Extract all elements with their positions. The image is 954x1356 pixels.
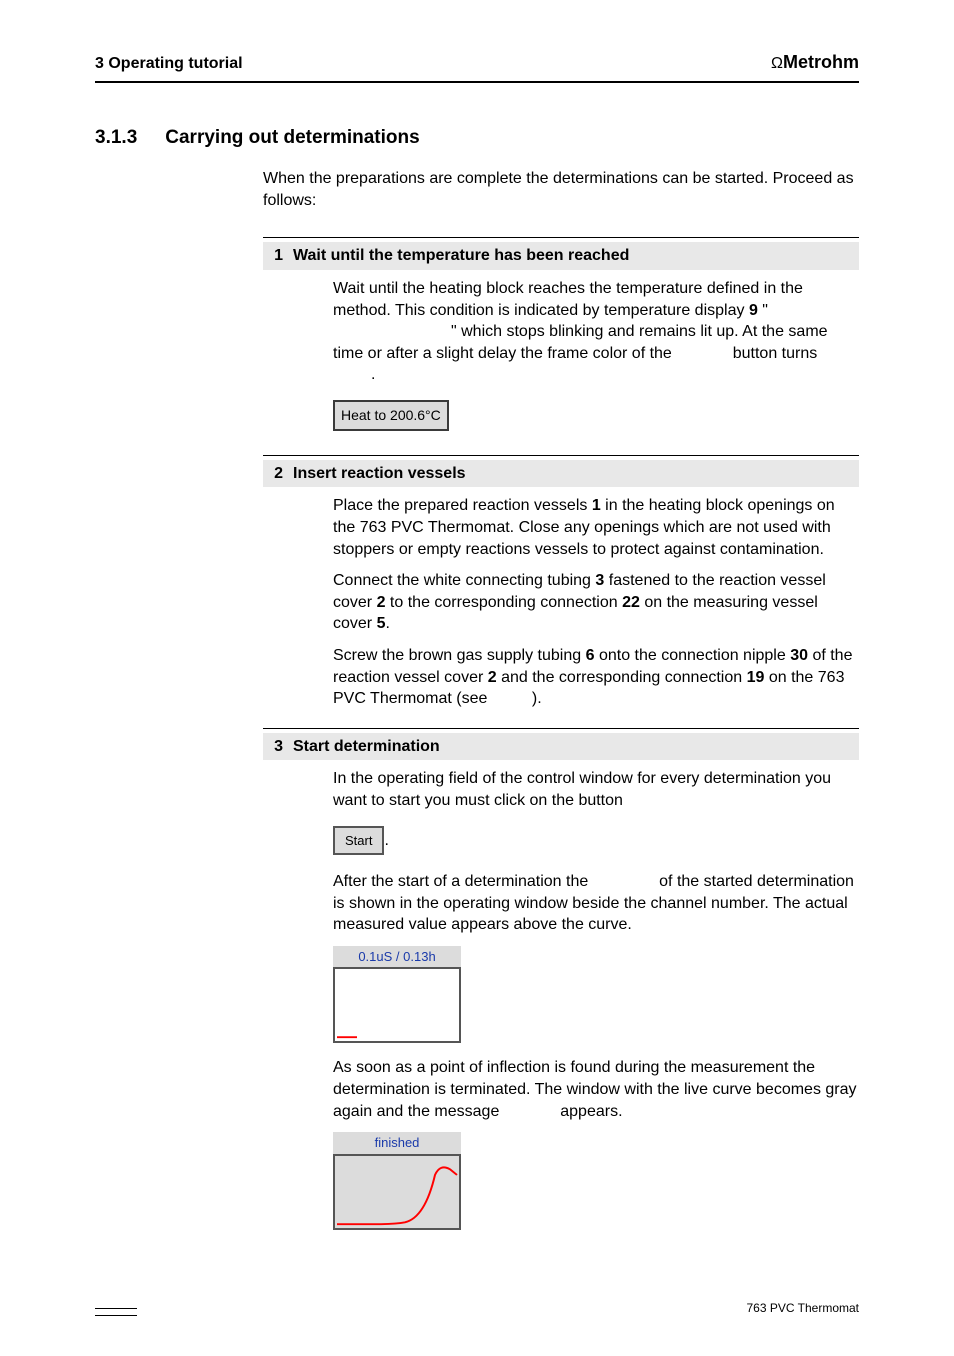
step-2-p2: Connect the white connecting tubing 3 fa… — [333, 570, 859, 635]
step-3-p1: In the operating field of the control wi… — [333, 768, 859, 811]
footer-mark-line — [95, 1315, 137, 1316]
chart-line-icon — [335, 1156, 459, 1228]
section-heading: 3.1.3 Carrying out determinations — [95, 125, 859, 151]
brand-name: Metrohm — [783, 52, 859, 72]
step-number: 1 — [263, 245, 293, 267]
finished-curve-chart: finished — [333, 1132, 461, 1230]
page-footer: 763 PVC Thermomat — [95, 1300, 859, 1316]
step-2-p3: Screw the brown gas supply tubing 6 onto… — [333, 645, 859, 710]
footer-left-marks — [95, 1308, 137, 1316]
section-number: 3.1.3 — [95, 125, 137, 151]
step-title: Start determination — [293, 736, 440, 758]
step-number: 2 — [263, 463, 293, 485]
footer-doc-name: 763 PVC Thermomat — [747, 1300, 860, 1316]
chart-finished-label: finished — [333, 1132, 461, 1154]
step-rule — [263, 237, 859, 238]
step-1-p1: Wait until the heating block reaches the… — [333, 278, 859, 386]
step-header: 2 Insert reaction vessels — [263, 460, 859, 488]
brand-omega-icon: Ω — [771, 55, 783, 72]
chart-plot — [333, 1154, 461, 1230]
step-title: Insert reaction vessels — [293, 463, 466, 485]
start-button-row: Start. — [333, 822, 859, 862]
brand-label: ΩMetrohm — [771, 50, 859, 75]
step-3-p3: As soon as a point of inflection is foun… — [333, 1057, 859, 1122]
step-2-p1: Place the prepared reaction vessels 1 in… — [333, 495, 859, 560]
step-header: 1 Wait until the temperature has been re… — [263, 242, 859, 270]
step-3: 3 Start determination In the operating f… — [263, 728, 859, 1230]
page-header: 3 Operating tutorial ΩMetrohm — [95, 50, 859, 83]
start-button[interactable]: Start — [333, 826, 384, 856]
step-rule — [263, 728, 859, 729]
step-body: Wait until the heating block reaches the… — [333, 278, 859, 437]
chart-plot — [333, 967, 461, 1043]
chart-line-icon — [335, 969, 459, 1041]
step-body: Place the prepared reaction vessels 1 in… — [333, 495, 859, 709]
step-body: In the operating field of the control wi… — [333, 768, 859, 1229]
step-header: 3 Start determination — [263, 733, 859, 761]
section-title: Carrying out determinations — [165, 125, 419, 151]
live-curve-chart: 0.1uS / 0.13h — [333, 946, 461, 1044]
intro-paragraph: When the preparations are complete the d… — [263, 168, 859, 211]
step-1: 1 Wait until the temperature has been re… — [263, 237, 859, 436]
chart-value-label: 0.1uS / 0.13h — [333, 946, 461, 968]
chapter-label: 3 Operating tutorial — [95, 53, 243, 75]
step-rule — [263, 455, 859, 456]
step-3-p2: After the start of a determination the o… — [333, 871, 859, 936]
step-2: 2 Insert reaction vessels Place the prep… — [263, 455, 859, 710]
footer-mark-line — [95, 1308, 137, 1309]
step-title: Wait until the temperature has been reac… — [293, 245, 629, 267]
heat-display: Heat to 200.6°C — [333, 400, 449, 431]
step-number: 3 — [263, 736, 293, 758]
